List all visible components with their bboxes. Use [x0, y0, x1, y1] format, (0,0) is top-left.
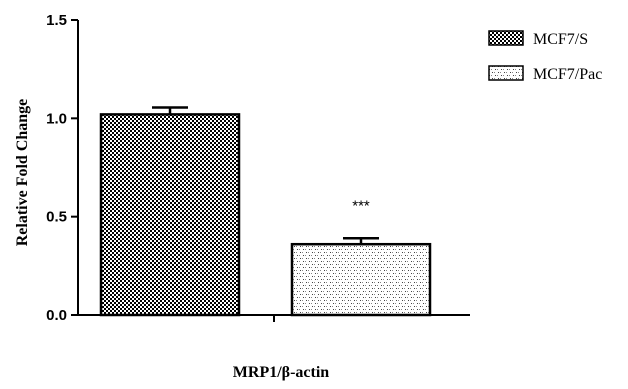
y-tick-label: 0.5	[46, 209, 67, 226]
y-tick-label: 1.5	[46, 12, 67, 29]
legend-label: MCF7/Pac	[533, 66, 602, 83]
significance-label: ***	[352, 197, 370, 214]
bar-mcf7-s	[99, 113, 241, 317]
y-tick-label: 1.0	[46, 110, 67, 127]
y-tick-label: 0.0	[46, 307, 67, 324]
y-axis-title: Relative Fold Change	[14, 99, 31, 247]
legend: MCF7/S MCF7/Pac	[488, 30, 602, 83]
x-axis-title: MRP1/β-actin	[233, 364, 330, 381]
y-axis: 0.0 0.5 1.0 1.5	[46, 12, 79, 324]
bar-mcf7-pac	[290, 242, 432, 317]
legend-swatch	[488, 30, 524, 46]
legend-swatch	[488, 65, 524, 81]
legend-label: MCF7/S	[533, 31, 588, 48]
